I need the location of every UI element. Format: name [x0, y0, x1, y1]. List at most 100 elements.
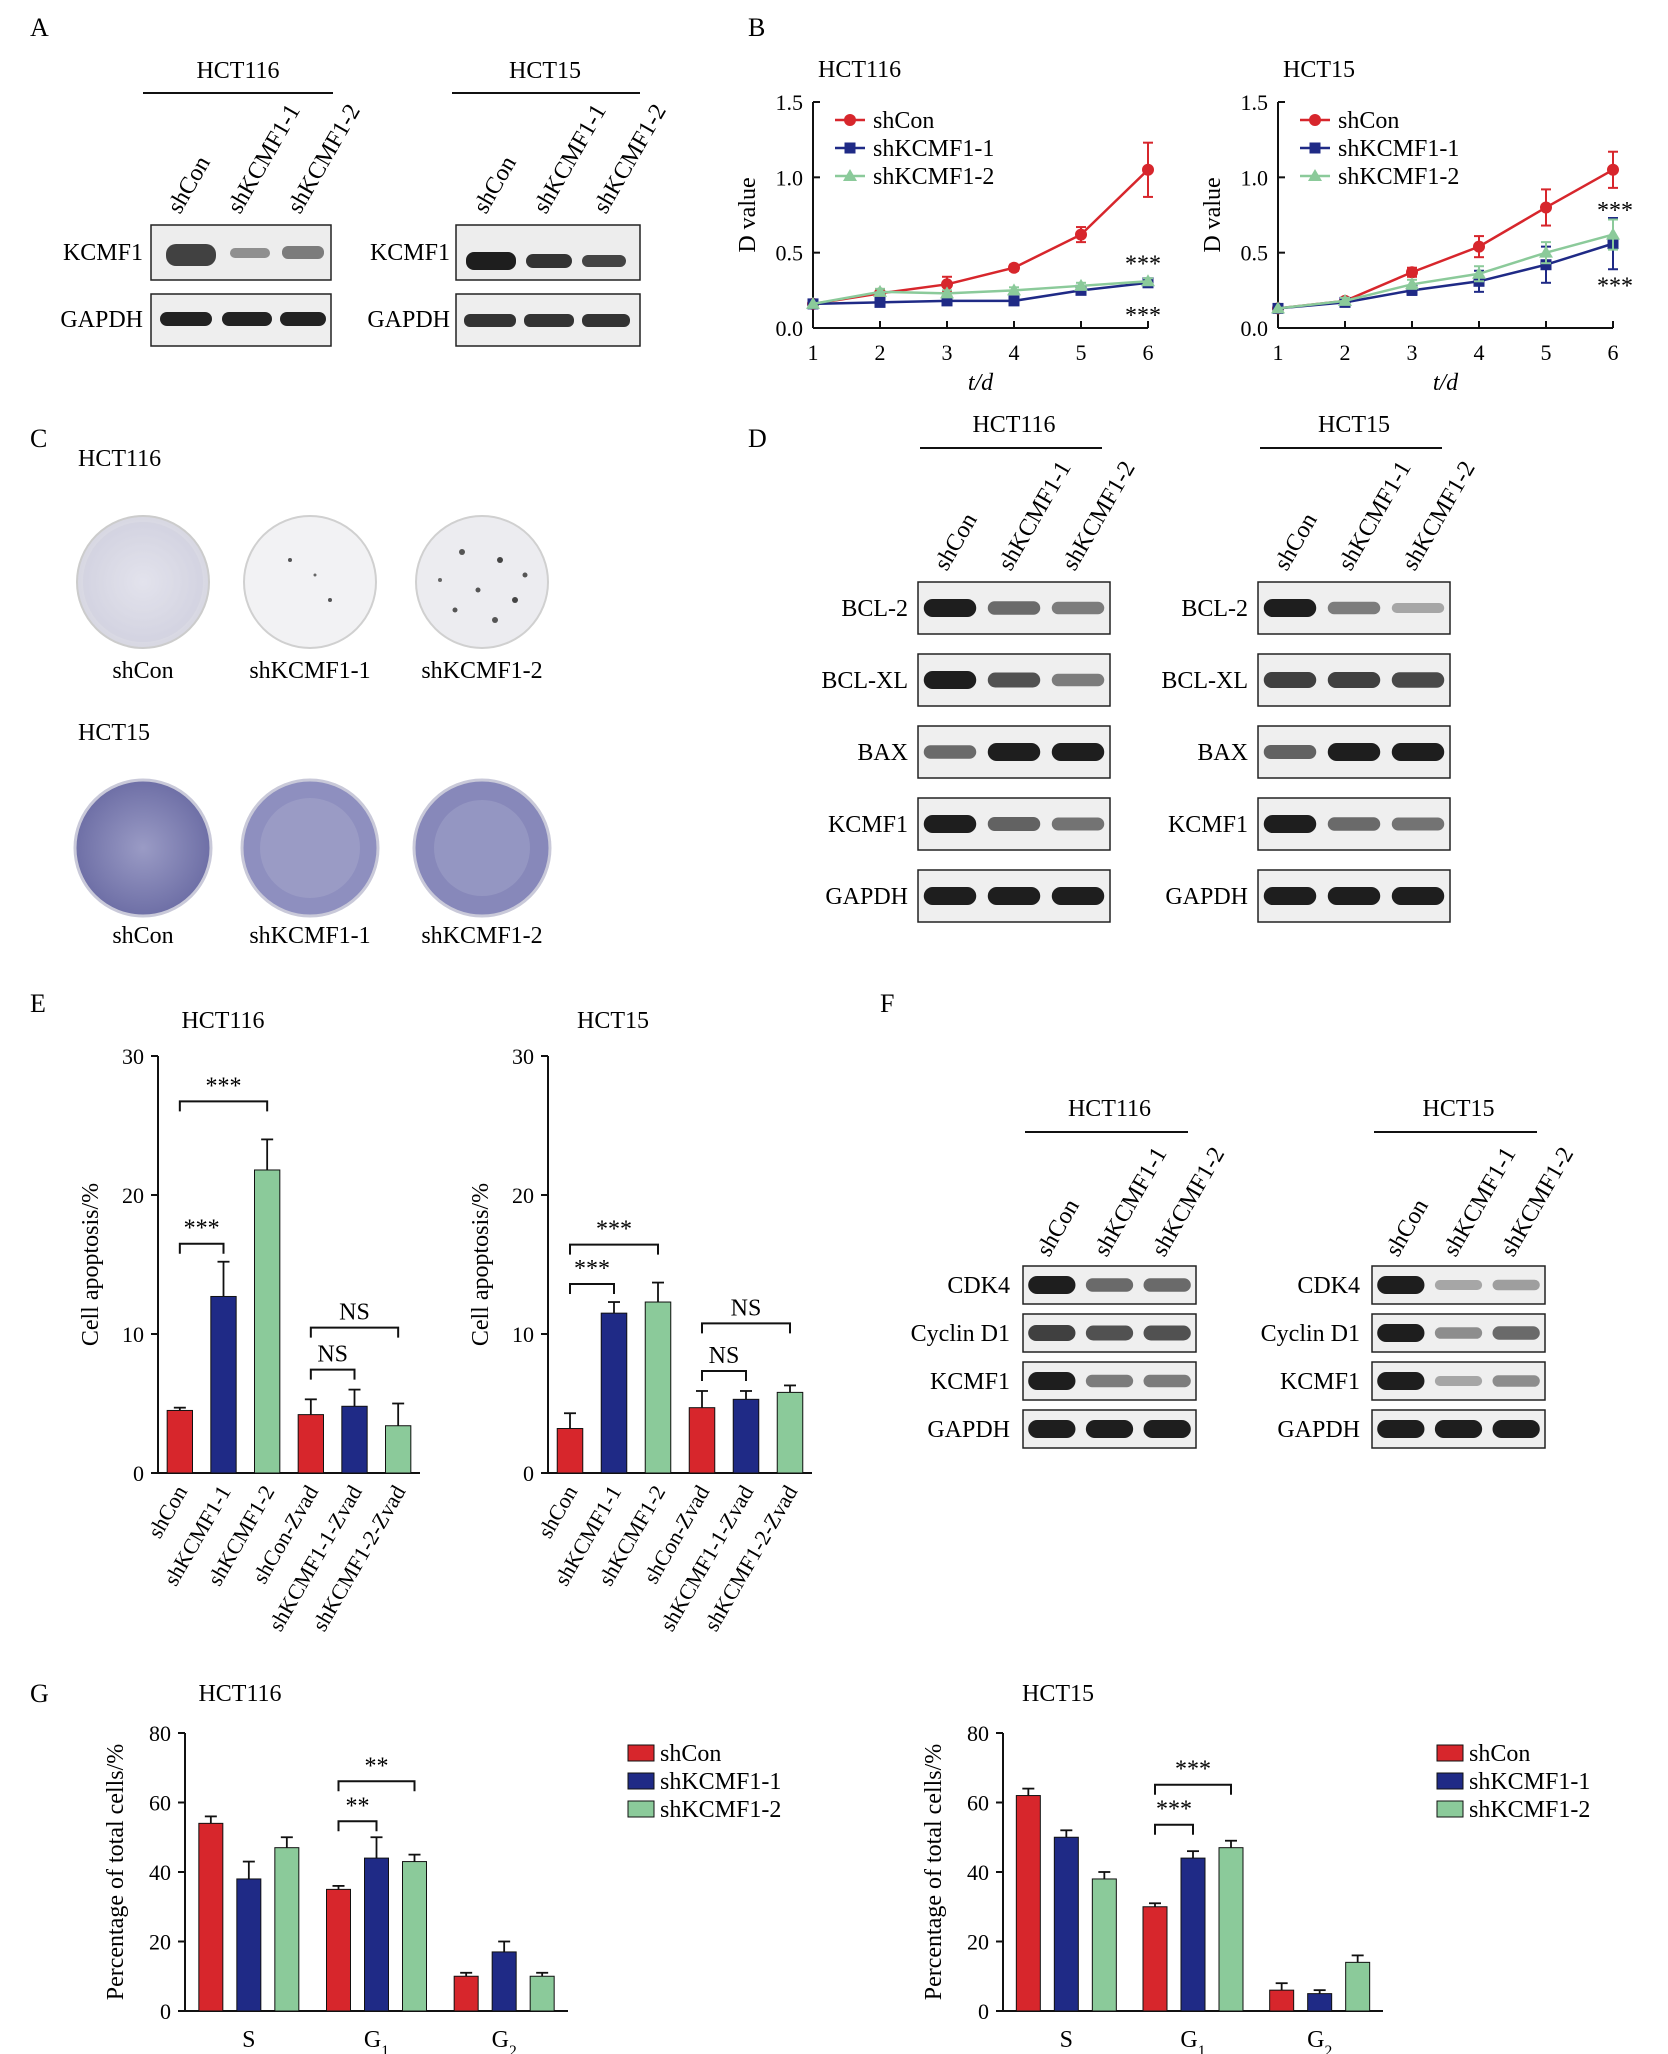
significance-label: NS [317, 1342, 348, 1368]
bar [364, 1857, 389, 2012]
blot-band [1143, 1374, 1191, 1388]
blot-title: HCT116 [196, 58, 279, 84]
cell-cycle-chart-hct116: HCT116 0 20 40 60 80 Percentage of total cells… [103, 1681, 781, 2054]
blot-strip [1257, 725, 1451, 779]
bar [1345, 1961, 1371, 2012]
blot-band [1143, 1278, 1191, 1292]
band-label: BAX [1197, 740, 1248, 766]
bar [326, 1888, 351, 2012]
legend-label: shKCMF1-1 [1338, 136, 1459, 162]
lane-label: shCon [929, 509, 982, 575]
blot-strip [917, 797, 1111, 851]
blot-band [1327, 887, 1381, 905]
bar [529, 1975, 555, 2012]
blot-band [923, 745, 977, 759]
blot-band [923, 815, 977, 833]
data-point [874, 296, 886, 308]
blot-band [1263, 672, 1317, 688]
bar [491, 1951, 517, 2012]
data-point [940, 286, 954, 299]
data-point [1008, 261, 1020, 274]
blot-band [1085, 1278, 1134, 1292]
lane-label: shCon [1381, 1195, 1434, 1261]
colony-plate [412, 778, 552, 918]
legend-swatch [1436, 1800, 1464, 1818]
y-tick-label: 0 [160, 1999, 171, 2024]
band-label: Cyclin D1 [1261, 1321, 1360, 1347]
plate-label: shKCMF1-1 [249, 658, 370, 684]
legend-label: shCon [1338, 108, 1399, 134]
y-tick-label: 0 [523, 1461, 534, 1486]
blot-band [1492, 1326, 1540, 1340]
blot-strip [1257, 797, 1451, 851]
legend-label: shKCMF1-2 [1469, 1797, 1590, 1823]
y-axis-label: Cell apoptosis/% [468, 1183, 494, 1346]
legend-label: shKCMF1-2 [873, 164, 994, 190]
y-axis-label: Cell apoptosis/% [78, 1183, 104, 1346]
legend-marker [843, 169, 857, 181]
x-tick-label: 2 [1340, 340, 1351, 365]
x-tick-label: 6 [1608, 340, 1619, 365]
data-point [1606, 227, 1620, 240]
blot-strip [1022, 1409, 1197, 1449]
panel-letter-c: C [30, 424, 47, 453]
significance-label: *** [596, 1217, 632, 1243]
y-tick-label: 40 [149, 1860, 171, 1885]
blot-band [1391, 887, 1445, 905]
blot-strip [455, 293, 641, 347]
bar [402, 1861, 427, 2012]
x-tick-label: 3 [942, 340, 953, 365]
band-label: GAPDH [825, 884, 908, 910]
y-tick-label: 1.0 [1241, 165, 1269, 190]
blot-strip [1371, 1265, 1546, 1305]
blot-title: HCT15 [509, 58, 581, 84]
data-point [1142, 163, 1154, 176]
bar [254, 1169, 281, 1474]
significance-bracket [337, 1780, 416, 1792]
significance-label: NS [731, 1295, 762, 1321]
blot-band [1492, 1420, 1540, 1438]
y-tick-label: 0.0 [776, 316, 804, 341]
data-point [1607, 163, 1619, 176]
blot-strip [1371, 1313, 1546, 1353]
bar [1015, 1795, 1041, 2012]
blot-band [987, 817, 1041, 831]
y-tick-label: 10 [122, 1322, 144, 1347]
significance-label: *** [1125, 251, 1161, 277]
blot-band [1028, 1420, 1076, 1438]
blot-band [923, 887, 977, 905]
y-tick-label: 0 [978, 1999, 989, 2024]
significance-label: *** [184, 1216, 220, 1242]
blot-band [1377, 1372, 1425, 1390]
lane-label: shCon [163, 152, 216, 218]
bar [453, 1975, 479, 2012]
plate-label: shKCMF1-2 [421, 658, 542, 684]
significance-label: *** [574, 1256, 610, 1282]
chart-title: HCT116 [181, 1008, 264, 1034]
colony-plate [243, 515, 377, 649]
blot-band [1051, 817, 1105, 831]
legend-swatch [627, 1744, 655, 1762]
blot-band [1327, 817, 1381, 831]
blot-band [1085, 1374, 1134, 1388]
data-point [1141, 274, 1155, 287]
blot-band [1028, 1276, 1076, 1294]
band-label: CDK4 [947, 1273, 1010, 1299]
data-point [1075, 228, 1087, 241]
blot-band [1028, 1325, 1076, 1341]
bar [1142, 1906, 1168, 2012]
lane-label: shCon [469, 152, 522, 218]
plate-group-title: HCT15 [78, 720, 150, 746]
bar [1053, 1836, 1079, 2012]
significance-bracket [178, 1242, 225, 1254]
y-tick-label: 30 [512, 1044, 534, 1069]
y-tick-label: 0 [133, 1461, 144, 1486]
plate-label: shCon [112, 923, 173, 949]
blot-title: HCT15 [1423, 1096, 1495, 1122]
panel-letter-g: G [30, 1679, 49, 1708]
band-label: GAPDH [367, 307, 450, 333]
series-line [812, 281, 1149, 306]
panel-letter-d: D [748, 424, 767, 453]
